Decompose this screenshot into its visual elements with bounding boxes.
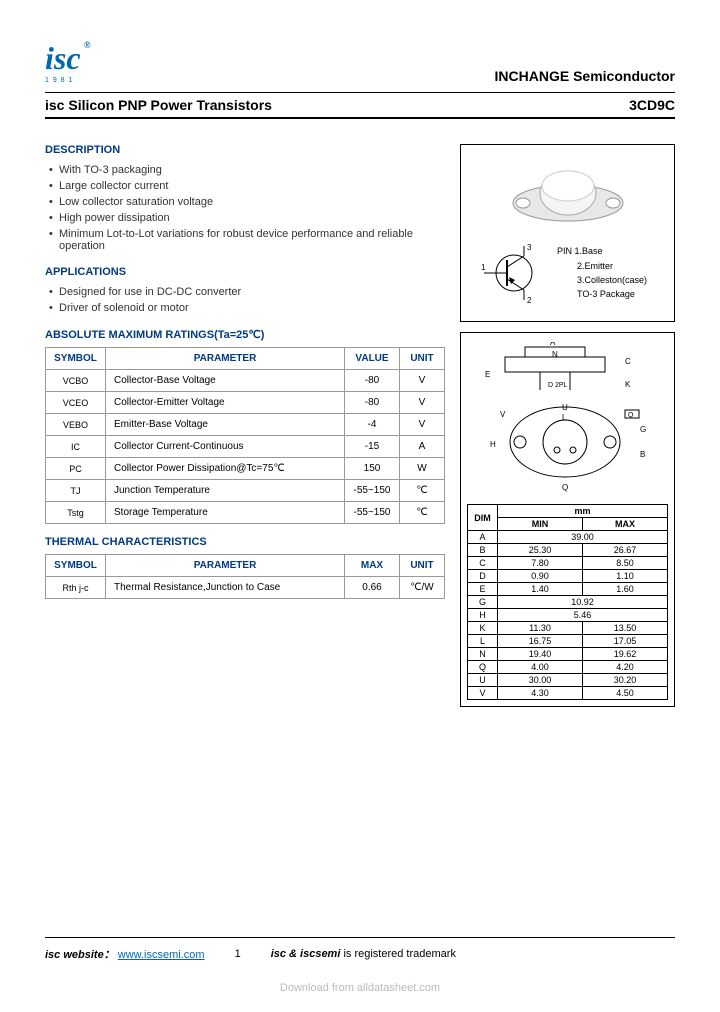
svg-text:B: B [640, 450, 645, 459]
svg-text:G: G [640, 425, 646, 434]
pin-labels: PIN 1.Base 2.Emitter 3.Colleston(case) T… [557, 244, 647, 302]
list-item: Driver of solenoid or motor [49, 300, 445, 316]
description-heading: DESCRIPTION [45, 144, 445, 156]
svg-text:A: A [550, 342, 556, 347]
col-value: VALUE [345, 348, 400, 370]
list-item: Large collector current [49, 178, 445, 194]
page-number: 1 [235, 948, 241, 960]
col-parameter: PARAMETER [106, 348, 345, 370]
table-row: Rth j-cThermal Resistance,Junction to Ca… [46, 577, 445, 599]
table-row: TJJunction Temperature-55~150℃ [46, 480, 445, 502]
table-row: G10.92 [468, 596, 668, 609]
table-row: D0.901.10 [468, 570, 668, 583]
dimension-table: DIM mm MIN MAX A39.00 B25.3026.67 C7.808… [467, 504, 668, 700]
table-row: H5.46 [468, 609, 668, 622]
website-block: isc website： www.iscsemi.com [45, 946, 205, 962]
list-item: Minimum Lot-to-Lot variations for robust… [49, 226, 445, 254]
transistor-symbol-icon: 1 3 2 [479, 238, 549, 308]
ratings-heading: ABSOLUTE MAXIMUM RATINGS(Ta=25℃) [45, 328, 445, 341]
footer: isc website： www.iscsemi.com 1 isc & isc… [45, 937, 675, 962]
description-list: With TO-3 packaging Large collector curr… [45, 162, 445, 254]
to3-photo [469, 153, 666, 233]
dim-unit-row: DIM mm [468, 505, 668, 518]
trademark-text: isc & iscsemi is registered trademark [271, 948, 456, 960]
svg-text:U: U [562, 403, 568, 412]
package-figure: 1 3 2 PIN 1.Base 2.Emitter 3.Colleston(c… [460, 144, 675, 322]
website-link[interactable]: www.iscsemi.com [118, 949, 205, 961]
title-row: isc Silicon PNP Power Transistors 3CD9C [45, 92, 675, 119]
logo-year: 1 9 8 1 [45, 77, 81, 84]
table-row: B25.3026.67 [468, 544, 668, 557]
table-row: U30.0030.20 [468, 674, 668, 687]
col-max: MAX [345, 555, 400, 577]
table-row: L16.7517.05 [468, 635, 668, 648]
svg-text:N: N [552, 350, 558, 359]
thermal-heading: THERMAL CHARACTERISTICS [45, 536, 445, 548]
part-number: 3CD9C [629, 97, 675, 113]
thermal-table: SYMBOL PARAMETER MAX UNIT Rth j-cThermal… [45, 554, 445, 599]
left-column: DESCRIPTION With TO-3 packaging Large co… [45, 144, 445, 717]
dimension-drawing: A N E C K D 2PL V H G [467, 339, 668, 504]
svg-text:C: C [625, 357, 631, 366]
table-row: N19.4019.62 [468, 648, 668, 661]
header-row: isc ® 1 9 8 1 INCHANGE Semiconductor [45, 40, 675, 84]
applications-heading: APPLICATIONS [45, 266, 445, 278]
brand-name: INCHANGE Semiconductor [495, 68, 675, 84]
table-row: VCBOCollector-Base Voltage-80V [46, 370, 445, 392]
col-symbol: SYMBOL [46, 555, 106, 577]
svg-text:K: K [625, 380, 631, 389]
download-watermark: Download from alldatasheet.com [0, 982, 720, 994]
table-row: K11.3013.50 [468, 622, 668, 635]
table-header-row: SYMBOL PARAMETER VALUE UNIT [46, 348, 445, 370]
col-parameter: PARAMETER [106, 555, 345, 577]
dimension-figure: A N E C K D 2PL V H G [460, 332, 675, 707]
table-row: A39.00 [468, 531, 668, 544]
outline-drawing-icon: A N E C K D 2PL V H G [470, 342, 665, 502]
logo-block: isc ® 1 9 8 1 [45, 40, 81, 84]
logo: isc ® [45, 40, 81, 77]
table-row: C7.808.50 [468, 557, 668, 570]
svg-text:Q: Q [562, 483, 568, 492]
website-label: isc website： [45, 949, 115, 961]
svg-text:E: E [485, 370, 490, 379]
table-row: TstgStorage Temperature-55~150℃ [46, 502, 445, 524]
svg-text:2: 2 [527, 296, 532, 305]
table-header-row: SYMBOL PARAMETER MAX UNIT [46, 555, 445, 577]
svg-text:3: 3 [527, 243, 532, 252]
table-row: VEBOEmitter-Base Voltage-4V [46, 414, 445, 436]
svg-text:1: 1 [481, 263, 486, 272]
to3-icon [503, 158, 633, 228]
right-column: 1 3 2 PIN 1.Base 2.Emitter 3.Colleston(c… [460, 144, 675, 717]
col-symbol: SYMBOL [46, 348, 106, 370]
svg-text:H: H [490, 440, 496, 449]
table-row: VCEOCollector-Emitter Voltage-80V [46, 392, 445, 414]
list-item: With TO-3 packaging [49, 162, 445, 178]
applications-list: Designed for use in DC-DC converter Driv… [45, 284, 445, 316]
list-item: High power dissipation [49, 210, 445, 226]
table-row: E1.401.60 [468, 583, 668, 596]
pin-schematic: 1 3 2 PIN 1.Base 2.Emitter 3.Colleston(c… [469, 233, 666, 313]
content-row: DESCRIPTION With TO-3 packaging Large co… [45, 144, 675, 717]
product-title: isc Silicon PNP Power Transistors [45, 97, 272, 113]
ratings-table: SYMBOL PARAMETER VALUE UNIT VCBOCollecto… [45, 347, 445, 524]
svg-text:V: V [500, 410, 506, 419]
table-row: Q4.004.20 [468, 661, 668, 674]
dim-header-row: MIN MAX [468, 518, 668, 531]
table-row: PCCollector Power Dissipation@Tc=75℃150W [46, 458, 445, 480]
datasheet-page: isc ® 1 9 8 1 INCHANGE Semiconductor isc… [0, 0, 720, 737]
svg-text:L: L [562, 413, 567, 422]
col-unit: UNIT [400, 348, 445, 370]
logo-text: isc [45, 40, 81, 76]
list-item: Designed for use in DC-DC converter [49, 284, 445, 300]
col-unit: UNIT [400, 555, 445, 577]
table-row: V4.304.50 [468, 687, 668, 700]
table-row: ICCollector Current-Continuous-15A [46, 436, 445, 458]
registered-mark: ® [84, 40, 91, 50]
list-item: Low collector saturation voltage [49, 194, 445, 210]
svg-text:Q: Q [628, 412, 634, 419]
svg-text:D 2PL: D 2PL [548, 382, 568, 389]
